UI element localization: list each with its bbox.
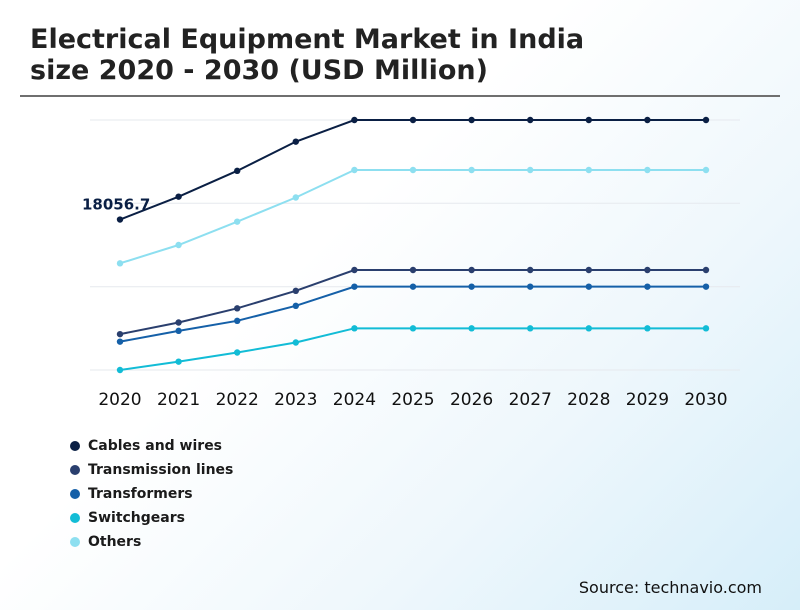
x-tick-label: 2021	[157, 390, 200, 410]
data-point	[527, 325, 534, 332]
data-point	[409, 166, 417, 174]
legend-item: Transmission lines	[70, 458, 233, 482]
data-point	[116, 330, 124, 338]
legend-label: Cables and wires	[88, 438, 223, 454]
legend-item: Others	[70, 530, 233, 554]
title-line-2: size 2020 - 2030 (USD Million)	[30, 55, 488, 86]
chart-legend: Cables and wires Transmission lines Transf…	[70, 434, 233, 554]
x-tick-label: 2020	[98, 390, 141, 410]
legend-item: Switchgears	[70, 506, 233, 530]
data-point	[175, 193, 182, 200]
data-point	[234, 349, 241, 356]
legend-marker	[70, 513, 80, 523]
data-point	[116, 216, 124, 223]
data-point	[116, 366, 124, 374]
chart-title: Electrical Equipment Market in India siz…	[30, 24, 730, 86]
data-point	[527, 266, 534, 274]
title-divider	[20, 95, 780, 97]
x-tick-label: 2028	[567, 390, 610, 410]
series-line	[119, 285, 706, 343]
series-line	[119, 327, 706, 371]
data-point	[292, 287, 299, 295]
data-point	[644, 266, 651, 274]
x-tick-label: 2023	[274, 390, 317, 410]
data-point	[644, 325, 651, 332]
x-tick-label: 2029	[626, 390, 669, 410]
data-point	[702, 166, 710, 174]
data-point	[527, 116, 534, 124]
x-tick-label: 2022	[216, 390, 259, 410]
data-point	[351, 325, 358, 332]
data-point	[644, 283, 651, 290]
data-point	[468, 116, 475, 124]
data-point	[585, 325, 592, 332]
data-point	[527, 166, 534, 174]
data-point	[292, 138, 299, 145]
data-point	[468, 325, 475, 332]
data-point	[116, 338, 124, 345]
legend-item: Cables and wires	[70, 434, 233, 458]
data-point	[292, 302, 299, 310]
x-tick-label: 2027	[509, 390, 552, 410]
legend-marker	[70, 465, 80, 475]
line-chart: 2020 2021 2022 2023 2024 2025 2026 2027 2028 2029…	[82, 116, 740, 410]
x-tick-label: 2030	[684, 390, 727, 410]
x-tick-label: 2026	[450, 390, 493, 410]
data-point	[351, 166, 358, 174]
data-point	[351, 116, 358, 124]
data-point	[409, 116, 417, 124]
data-point	[585, 166, 592, 174]
data-point	[702, 116, 710, 124]
legend-marker	[70, 537, 80, 547]
data-point	[702, 325, 710, 332]
x-tick-label: 2024	[333, 390, 376, 410]
data-point	[702, 266, 710, 274]
data-point	[234, 167, 241, 175]
data-point	[585, 266, 592, 274]
data-point	[175, 319, 182, 326]
series-line	[119, 269, 706, 336]
legend-item: Transformers	[70, 482, 233, 506]
data-point	[468, 266, 475, 274]
data-point	[351, 283, 358, 290]
data-point	[234, 305, 241, 312]
data-point	[175, 241, 182, 249]
data-label: 18056.7	[82, 196, 150, 214]
data-point	[527, 283, 534, 290]
legend-marker	[70, 441, 80, 451]
data-point	[585, 283, 592, 290]
data-point	[292, 339, 299, 346]
data-point	[585, 116, 592, 124]
title-line-1: Electrical Equipment Market in India	[30, 24, 585, 55]
x-tick-label: 2025	[391, 390, 434, 410]
data-point	[292, 194, 299, 201]
data-point	[234, 317, 241, 325]
source-credit: Source: technavio.com	[578, 578, 762, 597]
data-point	[702, 283, 710, 290]
legend-label: Switchgears	[88, 510, 185, 526]
data-point	[409, 266, 417, 274]
data-point	[351, 266, 358, 274]
legend-label: Others	[88, 534, 142, 550]
legend-marker	[70, 489, 80, 499]
data-point	[644, 166, 651, 174]
data-point	[175, 358, 182, 365]
data-point	[175, 327, 182, 335]
legend-label: Transformers	[88, 486, 193, 502]
legend-label: Transmission lines	[88, 462, 234, 478]
data-point	[468, 166, 475, 174]
data-point	[468, 283, 475, 290]
data-point	[644, 116, 651, 124]
data-point	[409, 283, 417, 290]
data-point	[234, 218, 241, 225]
data-point	[116, 260, 124, 267]
data-point	[409, 325, 417, 332]
